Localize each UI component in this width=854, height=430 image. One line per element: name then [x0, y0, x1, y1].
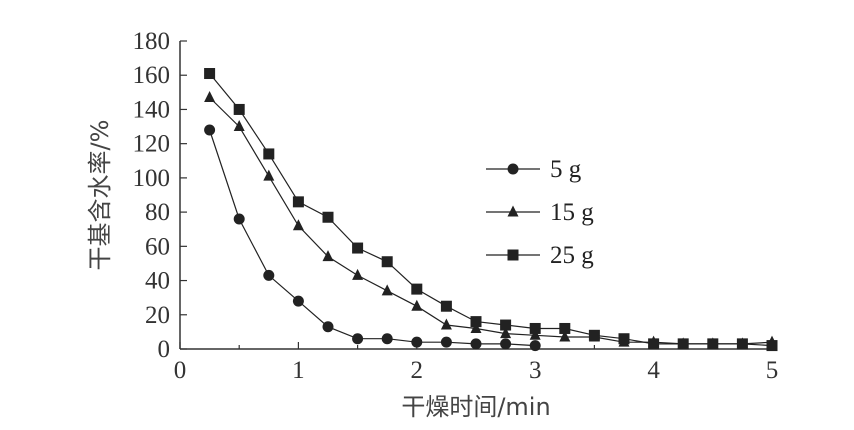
data-point	[707, 338, 719, 350]
legend-marker	[507, 163, 519, 175]
legend-item: 25 g	[486, 242, 594, 269]
y-tick-label: 80	[145, 199, 170, 226]
legend-label: 15 g	[550, 199, 594, 226]
data-point	[677, 338, 689, 350]
legend-marker	[507, 205, 519, 217]
axes-layer	[179, 41, 772, 350]
data-point	[559, 330, 571, 342]
data-point	[470, 321, 482, 333]
x-tick-label: 2	[411, 357, 424, 384]
data-point	[766, 340, 778, 352]
x-tick-label: 1	[292, 357, 305, 384]
data-point	[322, 250, 334, 262]
series-layer	[204, 68, 778, 352]
data-point	[352, 333, 364, 345]
y-tick-label: 160	[133, 62, 171, 89]
series-line	[209, 129, 536, 347]
data-point	[470, 338, 482, 350]
ticks-layer: 0 20 40 60 80 100 120 140 160 180 0 1 2 3 4 5	[133, 28, 779, 384]
data-point	[204, 90, 216, 102]
data-point	[233, 120, 245, 132]
data-point	[440, 336, 452, 348]
data-point	[292, 295, 304, 307]
data-point	[559, 322, 571, 334]
data-point	[411, 283, 423, 295]
legend-item: 15 g	[486, 199, 594, 226]
x-axis-title: 干燥时间/min	[401, 393, 550, 421]
data-point	[233, 213, 245, 225]
data-point	[500, 319, 512, 331]
data-point	[411, 299, 423, 311]
y-tick-label: 120	[133, 131, 171, 158]
data-point	[352, 268, 364, 280]
data-point	[736, 338, 748, 350]
series-square	[204, 68, 778, 352]
x-tick-label: 0	[174, 357, 187, 384]
x-tick-label: 4	[647, 357, 660, 384]
y-tick-label: 40	[145, 268, 170, 295]
data-point	[322, 321, 334, 333]
data-point	[233, 103, 245, 115]
y-tick-label: 60	[145, 233, 170, 260]
y-tick-label: 140	[133, 96, 171, 123]
data-point	[529, 328, 541, 340]
data-point	[440, 318, 452, 330]
data-point	[648, 338, 660, 350]
y-tick-label: 20	[145, 302, 170, 329]
y-tick-label: 0	[158, 336, 171, 363]
data-point	[263, 148, 275, 160]
data-point	[411, 336, 423, 348]
data-point	[381, 256, 393, 268]
data-point	[381, 284, 393, 296]
data-point	[204, 68, 216, 80]
series-circle	[204, 124, 541, 352]
y-tick-label: 100	[133, 165, 171, 192]
data-point	[500, 338, 512, 350]
data-point	[500, 327, 512, 339]
series-line	[209, 97, 773, 345]
data-point	[381, 333, 393, 345]
data-point	[292, 196, 304, 208]
x-tick-label: 3	[529, 357, 542, 384]
series-triangle	[204, 90, 778, 349]
legend-item: 5 g	[486, 156, 582, 183]
legend-marker	[507, 249, 519, 261]
x-tick-label: 5	[766, 357, 779, 384]
series-line	[209, 73, 773, 347]
y-axis-title: 干基含水率/%	[86, 120, 114, 271]
data-point	[529, 322, 541, 334]
data-point	[263, 269, 275, 281]
data-point	[529, 340, 541, 352]
data-point	[322, 211, 334, 223]
data-point	[204, 124, 216, 136]
data-point	[292, 219, 304, 231]
data-point	[352, 242, 364, 254]
y-tick-label: 180	[133, 28, 171, 55]
data-point	[440, 300, 452, 312]
data-point	[263, 169, 275, 181]
legend-label: 25 g	[550, 242, 594, 269]
legend: 5 g 15 g 25 g	[486, 156, 594, 269]
data-point	[588, 329, 600, 341]
data-point	[618, 333, 630, 345]
legend-label: 5 g	[550, 156, 582, 183]
data-point	[470, 316, 482, 328]
